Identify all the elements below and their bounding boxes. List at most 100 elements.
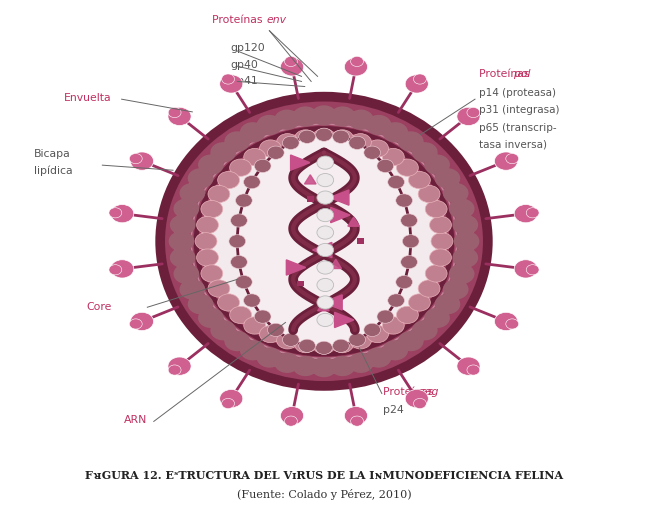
Circle shape [311, 357, 337, 377]
Circle shape [196, 249, 218, 266]
Circle shape [109, 208, 122, 218]
Circle shape [364, 146, 380, 159]
Circle shape [344, 407, 367, 425]
Circle shape [367, 325, 388, 343]
Circle shape [231, 214, 248, 227]
Circle shape [351, 56, 364, 67]
Circle shape [295, 336, 316, 353]
Circle shape [452, 248, 478, 268]
Circle shape [244, 317, 266, 334]
Circle shape [382, 317, 404, 334]
Circle shape [396, 194, 413, 207]
Circle shape [283, 136, 299, 149]
Text: p65 (transcrip-: p65 (transcrip- [480, 123, 557, 132]
Circle shape [179, 183, 205, 203]
Circle shape [454, 231, 480, 251]
Circle shape [229, 159, 251, 176]
Circle shape [254, 160, 271, 172]
Circle shape [332, 336, 353, 353]
Circle shape [430, 216, 452, 233]
Circle shape [218, 171, 240, 189]
Circle shape [317, 261, 334, 274]
Circle shape [179, 279, 205, 300]
Circle shape [235, 275, 252, 289]
Text: FᴚGURA 12. EˢTRUCTURA DEL VɪRUS DE LA IɴMUNODEFICIENCIA FELINA: FᴚGURA 12. EˢTRUCTURA DEL VɪRUS DE LA Iɴ… [85, 470, 563, 481]
Circle shape [313, 337, 335, 354]
Circle shape [229, 234, 246, 248]
Circle shape [198, 154, 224, 175]
Circle shape [377, 310, 394, 323]
Polygon shape [330, 190, 349, 205]
Text: env: env [266, 14, 286, 25]
Bar [320, 282, 328, 288]
Circle shape [174, 199, 199, 219]
Circle shape [211, 320, 236, 341]
Circle shape [349, 136, 365, 149]
Circle shape [402, 234, 419, 248]
Circle shape [435, 294, 460, 314]
Circle shape [425, 201, 447, 218]
Circle shape [449, 264, 474, 284]
Circle shape [195, 233, 217, 250]
Circle shape [515, 260, 537, 278]
Circle shape [260, 325, 281, 343]
Circle shape [130, 312, 154, 330]
Circle shape [257, 347, 283, 368]
Text: pol: pol [480, 69, 531, 79]
Circle shape [274, 352, 300, 373]
Circle shape [425, 265, 447, 282]
Circle shape [317, 313, 334, 327]
Circle shape [397, 306, 419, 324]
Circle shape [316, 341, 332, 354]
Polygon shape [318, 302, 329, 311]
Circle shape [222, 74, 235, 84]
Circle shape [457, 107, 480, 126]
Circle shape [284, 416, 297, 426]
Polygon shape [305, 175, 316, 184]
Circle shape [349, 333, 365, 346]
Polygon shape [348, 217, 360, 226]
Circle shape [412, 320, 437, 341]
Circle shape [196, 216, 218, 233]
Bar [356, 239, 364, 244]
Circle shape [412, 142, 437, 163]
Circle shape [405, 389, 428, 408]
Polygon shape [330, 207, 350, 223]
Circle shape [295, 130, 316, 147]
Circle shape [382, 122, 408, 143]
Circle shape [526, 265, 539, 275]
Circle shape [292, 106, 318, 127]
Circle shape [111, 205, 133, 223]
Text: Proteínas: Proteínas [383, 387, 437, 398]
Circle shape [224, 331, 250, 351]
Circle shape [299, 130, 316, 143]
Circle shape [388, 294, 404, 307]
Circle shape [168, 357, 191, 376]
Circle shape [220, 389, 243, 408]
Circle shape [244, 294, 260, 307]
Circle shape [431, 233, 453, 250]
Circle shape [365, 347, 391, 368]
Circle shape [222, 399, 235, 408]
Circle shape [218, 294, 240, 311]
Circle shape [506, 153, 518, 164]
Circle shape [388, 175, 404, 189]
Circle shape [400, 255, 417, 269]
Circle shape [201, 265, 223, 282]
Circle shape [332, 130, 349, 143]
Bar [320, 177, 328, 184]
Polygon shape [312, 243, 332, 258]
Circle shape [211, 142, 236, 163]
Circle shape [174, 264, 199, 284]
Circle shape [168, 365, 181, 375]
Circle shape [130, 152, 154, 170]
Circle shape [244, 148, 266, 166]
Circle shape [317, 226, 334, 239]
Circle shape [201, 201, 223, 218]
Circle shape [330, 356, 356, 376]
Circle shape [382, 340, 408, 361]
Circle shape [344, 58, 367, 76]
Text: ARN: ARN [124, 416, 147, 425]
Circle shape [349, 133, 371, 151]
Circle shape [111, 260, 133, 278]
